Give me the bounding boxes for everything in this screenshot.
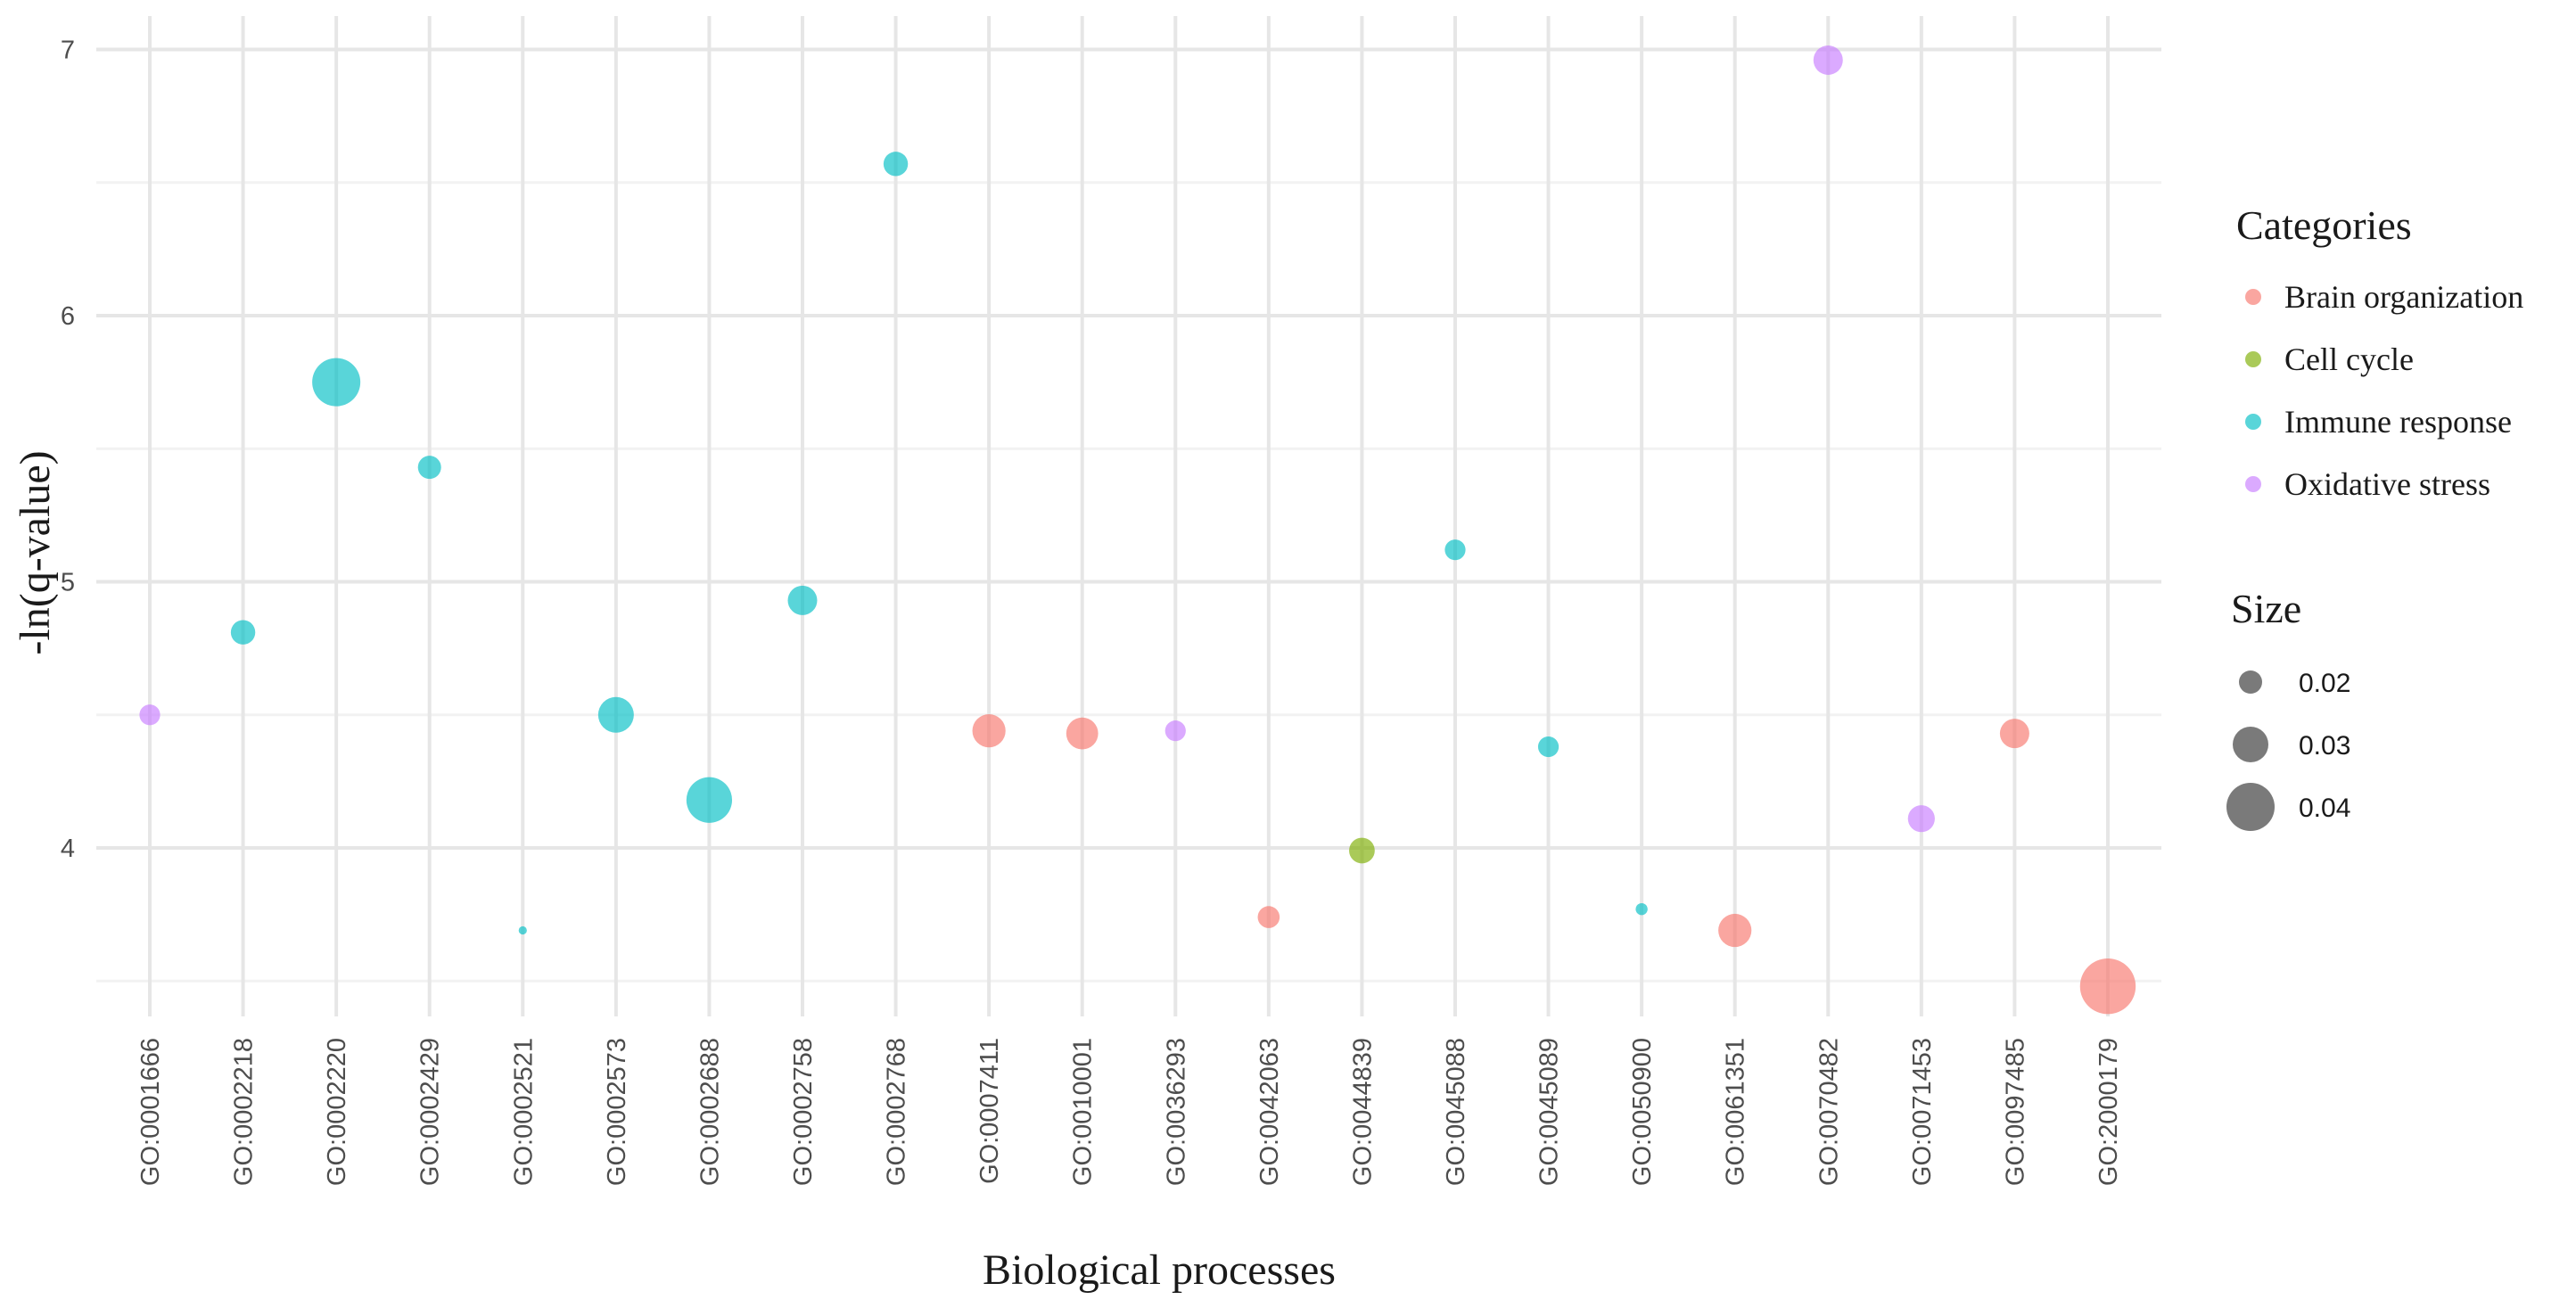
data-point bbox=[597, 696, 634, 733]
data-points bbox=[139, 45, 2136, 1015]
legend-size-title: Size bbox=[2231, 586, 2301, 631]
legend-key-dot bbox=[2245, 476, 2261, 492]
legend-category-label: Cell cycle bbox=[2284, 341, 2414, 377]
y-tick-label: 6 bbox=[61, 302, 75, 331]
legend-categories-title: Categories bbox=[2236, 202, 2412, 248]
data-point bbox=[1635, 902, 1648, 916]
legend-size-dot bbox=[2233, 727, 2268, 762]
x-tick-label: GO:0070482 bbox=[1815, 1038, 1843, 1186]
data-point bbox=[518, 925, 527, 935]
x-tick-label: GO:0045088 bbox=[1442, 1038, 1470, 1186]
x-axis-title: Biological processes bbox=[983, 1246, 1336, 1294]
legend-key-dot bbox=[2245, 351, 2261, 367]
data-point bbox=[312, 358, 361, 407]
data-point bbox=[417, 456, 441, 480]
x-tick-label: GO:0002688 bbox=[695, 1038, 724, 1186]
x-tick-label: GO:0002573 bbox=[603, 1038, 631, 1186]
x-tick-label: GO:0045089 bbox=[1535, 1038, 1564, 1186]
data-point bbox=[2079, 958, 2136, 1015]
legend: Categories Brain organization Cell cycle I… bbox=[2226, 202, 2523, 831]
data-point bbox=[1999, 719, 2029, 749]
x-tick-label: GO:2000179 bbox=[2095, 1038, 2123, 1186]
x-tick-label: GO:0044839 bbox=[1348, 1038, 1377, 1186]
x-axis-ticks: GO:0001666 GO:0002218 GO:0002220 GO:0002429… bbox=[136, 1038, 2123, 1186]
x-tick-label: GO:0002521 bbox=[509, 1038, 538, 1186]
grid-lines bbox=[96, 16, 2161, 1016]
data-point bbox=[972, 714, 1006, 748]
legend-size-dot bbox=[2239, 670, 2262, 694]
legend-category-label: Oxidative stress bbox=[2284, 466, 2490, 502]
x-tick-label: GO:0010001 bbox=[1069, 1038, 1098, 1186]
data-point bbox=[686, 777, 733, 823]
legend-size-label: 0.03 bbox=[2299, 731, 2350, 761]
data-point bbox=[1349, 837, 1375, 864]
x-tick-label: GO:0002429 bbox=[416, 1038, 445, 1186]
legend-size-label: 0.04 bbox=[2299, 794, 2350, 823]
legend-key-dot bbox=[2245, 414, 2261, 430]
legend-sizes: 0.02 0.03 0.04 bbox=[2226, 669, 2350, 831]
y-tick-label: 4 bbox=[61, 835, 75, 863]
data-point bbox=[787, 585, 818, 615]
data-point bbox=[883, 152, 909, 177]
data-point bbox=[139, 704, 160, 726]
legend-category-label: Brain organization bbox=[2284, 279, 2523, 315]
x-tick-label: GO:0071453 bbox=[1908, 1038, 1937, 1186]
x-tick-label: GO:0042063 bbox=[1255, 1038, 1284, 1186]
legend-size-dot bbox=[2226, 783, 2275, 831]
x-tick-label: GO:0050900 bbox=[1628, 1038, 1657, 1186]
x-tick-label: GO:0002768 bbox=[883, 1038, 911, 1186]
data-point bbox=[1165, 720, 1186, 742]
y-tick-label: 5 bbox=[61, 569, 75, 597]
data-point bbox=[1907, 805, 1935, 833]
data-point bbox=[1066, 717, 1099, 750]
x-tick-label: GO:0007411 bbox=[975, 1038, 1004, 1184]
data-point bbox=[1444, 539, 1466, 561]
y-axis-ticks: 4 5 6 7 bbox=[61, 37, 75, 864]
y-axis-title: -ln(q-value) bbox=[12, 450, 59, 654]
legend-key-dot bbox=[2245, 289, 2261, 305]
x-tick-label: GO:0061351 bbox=[1722, 1038, 1750, 1186]
data-point bbox=[1537, 736, 1560, 758]
data-point bbox=[230, 620, 256, 645]
x-tick-label: GO:0036293 bbox=[1162, 1038, 1190, 1186]
x-tick-label: GO:0002220 bbox=[323, 1038, 351, 1186]
x-tick-label: GO:0097485 bbox=[2001, 1038, 2029, 1186]
data-point bbox=[1718, 913, 1752, 948]
y-tick-label: 7 bbox=[61, 37, 75, 65]
legend-categories: Brain organization Cell cycle Immune respo… bbox=[2245, 279, 2523, 502]
legend-size-label: 0.02 bbox=[2299, 669, 2350, 698]
data-point bbox=[1257, 906, 1280, 928]
legend-category-label: Immune response bbox=[2284, 404, 2512, 440]
x-tick-label: GO:0001666 bbox=[136, 1038, 165, 1186]
x-tick-label: GO:0002758 bbox=[789, 1038, 818, 1186]
x-tick-label: GO:0002218 bbox=[230, 1038, 259, 1186]
data-point bbox=[1813, 45, 1843, 75]
